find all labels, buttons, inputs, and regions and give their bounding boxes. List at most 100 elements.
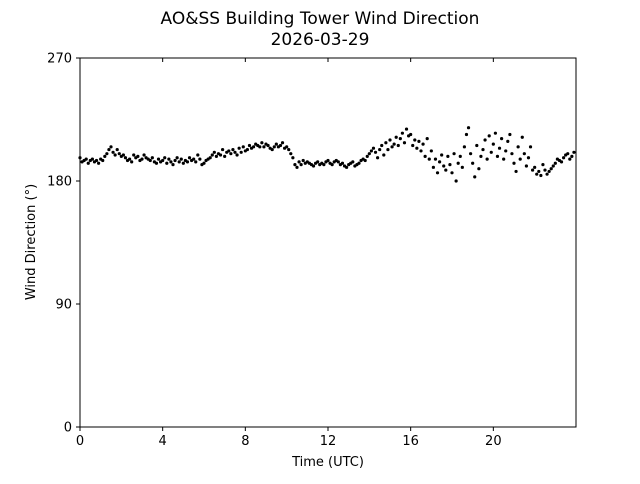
data-point [367, 152, 371, 156]
data-point [516, 145, 520, 149]
data-point [357, 161, 361, 165]
data-point [566, 152, 570, 156]
data-point [429, 149, 433, 153]
data-point [562, 156, 566, 160]
data-point [299, 163, 303, 167]
data-point [156, 157, 161, 161]
x-axis: 0 4 8 12 16 20 [76, 58, 502, 449]
data-point [572, 150, 576, 154]
data-point [450, 171, 454, 175]
data-point [419, 149, 423, 153]
data-point [448, 163, 452, 167]
data-point [396, 143, 400, 148]
data-point [409, 132, 413, 137]
data-point [502, 157, 506, 161]
data-point [446, 154, 450, 158]
data-point [113, 153, 117, 157]
data-points-layer [78, 126, 576, 183]
data-point [466, 126, 471, 130]
data-point [245, 147, 249, 152]
data-point [235, 153, 239, 157]
data-point [173, 158, 177, 163]
data-point [148, 158, 152, 163]
data-point [252, 145, 256, 149]
data-point [545, 172, 549, 176]
data-point [136, 154, 140, 158]
data-point [301, 158, 305, 163]
data-point [551, 164, 555, 168]
data-point [413, 138, 417, 142]
data-point [452, 152, 456, 156]
data-point [444, 168, 448, 172]
x-tick-label: 16 [402, 434, 419, 449]
x-tick-label: 8 [241, 434, 249, 449]
data-point [311, 164, 316, 168]
data-point [425, 137, 429, 141]
data-point [398, 137, 402, 141]
data-point [493, 131, 497, 135]
data-point [169, 160, 173, 164]
data-point [415, 146, 419, 150]
data-point [526, 156, 531, 160]
data-point [462, 145, 466, 149]
data-point [469, 152, 473, 156]
data-point [378, 147, 382, 152]
data-point [512, 161, 516, 165]
data-point [192, 157, 196, 161]
data-point [514, 169, 518, 174]
data-point [336, 160, 340, 164]
data-point [179, 157, 183, 161]
data-point [115, 147, 119, 152]
data-point [423, 154, 427, 158]
data-point [411, 143, 415, 148]
data-point [522, 152, 526, 156]
data-point [237, 146, 241, 150]
data-point [130, 160, 134, 164]
data-point [376, 156, 380, 160]
data-point [233, 150, 237, 154]
data-point [473, 175, 477, 179]
data-point [340, 161, 345, 165]
data-point [140, 157, 144, 161]
data-point [427, 157, 431, 161]
data-point [369, 149, 373, 153]
data-point [231, 147, 235, 152]
data-point [508, 132, 512, 137]
y-axis: 0 90 180 270 [47, 52, 80, 436]
data-point [475, 143, 479, 148]
data-point [154, 161, 159, 165]
data-point [185, 160, 190, 164]
data-point [539, 173, 543, 178]
y-tick-label: 270 [47, 52, 72, 67]
x-tick-label: 4 [159, 434, 167, 449]
data-point [456, 161, 460, 165]
y-tick-label: 0 [64, 421, 72, 436]
data-point [531, 168, 535, 172]
y-axis-label: Wind Direction (°) [24, 184, 39, 300]
data-point [262, 145, 266, 149]
data-point [394, 135, 398, 139]
data-point [270, 147, 274, 152]
data-point [260, 141, 264, 145]
data-point [194, 160, 198, 164]
data-point [460, 165, 464, 169]
data-point [373, 150, 378, 154]
data-point [171, 163, 175, 167]
data-point [390, 145, 394, 149]
data-point [208, 156, 212, 160]
data-point [438, 160, 442, 164]
data-point [322, 163, 326, 167]
data-point [485, 157, 489, 161]
data-point [316, 160, 320, 164]
data-point [345, 165, 349, 169]
data-point [142, 153, 146, 157]
data-point [518, 157, 522, 161]
data-point [247, 143, 252, 148]
data-point [442, 164, 446, 168]
data-point [559, 160, 564, 164]
data-point [504, 149, 508, 153]
data-point [293, 163, 297, 167]
data-point [380, 143, 384, 148]
data-point [384, 141, 388, 145]
data-point [392, 142, 396, 146]
